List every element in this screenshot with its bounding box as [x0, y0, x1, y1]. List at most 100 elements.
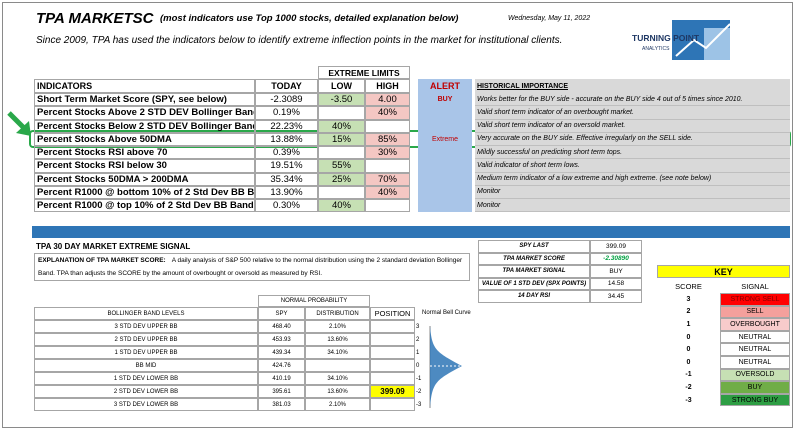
- column-header: SPY: [258, 307, 305, 320]
- key-signal: NEUTRAL: [720, 330, 790, 344]
- indicator-today: 13.90%: [255, 185, 318, 199]
- indicator-name: Percent Stocks Below 2 STD DEV Bollinger…: [34, 119, 255, 133]
- bell-label: -2: [416, 388, 422, 395]
- indicator-today: 13.88%: [255, 132, 318, 146]
- bb-level: 3 STD DEV LOWER BB: [34, 398, 258, 411]
- bb-position: [370, 372, 415, 385]
- bb-spy: 381.03: [258, 398, 305, 411]
- explanation: EXPLANATION OF TPA MARKET SCORE: A daily …: [34, 253, 470, 281]
- column-header: DISTRIBUTION: [305, 307, 370, 320]
- column-header: ALERT: [430, 81, 460, 91]
- indicator-history: Very accurate on the BUY side. Effective…: [475, 133, 790, 146]
- bb-position: 399.09: [370, 385, 415, 398]
- bb-distribution: 34.10%: [305, 372, 370, 385]
- bb-level: BB MID: [34, 359, 258, 372]
- bb-level: 3 STD DEV UPPER BB: [34, 320, 258, 333]
- bb-distribution: 13.60%: [305, 385, 370, 398]
- bb-position: [370, 359, 415, 372]
- key-score: 0: [686, 358, 691, 366]
- column-header: TODAY: [255, 79, 318, 93]
- group-header: EXTREME LIMITS: [318, 66, 410, 79]
- column-header: BOLLINGER BAND LEVELS: [34, 307, 258, 320]
- stat-label: 14 DAY RSI: [478, 290, 590, 303]
- indicator-name: Percent R1000 @ top 10% of 2 Std Dev BB …: [34, 199, 255, 213]
- indicator-low: 55%: [318, 159, 365, 173]
- indicator-low: 15%: [318, 132, 365, 146]
- key-signal: BUY: [720, 381, 790, 394]
- key-score: 2: [686, 308, 691, 316]
- separator-bar: [32, 226, 790, 238]
- indicator-low: -3.50: [318, 93, 365, 107]
- column-header: HIGH: [365, 79, 410, 93]
- indicator-history: Valid short term indicator of an overbou…: [475, 106, 790, 120]
- indicator-low: [318, 106, 365, 120]
- indicator-history: Works better for the BUY side - accurate…: [475, 93, 790, 107]
- stat-label: VALUE OF 1 STD DEV (SPX POINTS): [478, 277, 590, 290]
- indicator-history: Mildly successful on predicting short te…: [475, 146, 790, 160]
- indicator-high: [365, 119, 410, 133]
- bell-title: Normal Bell Curve: [422, 310, 471, 316]
- bell-curve: [430, 326, 462, 408]
- indicator-history: Monitor: [475, 186, 790, 199]
- stat-value: -2.30890: [590, 252, 642, 265]
- bell-label: -1: [416, 375, 422, 382]
- indicator-low: 25%: [318, 172, 365, 186]
- column-header: POSITION: [370, 307, 415, 320]
- key-signal: OVERBOUGHT: [720, 318, 790, 331]
- indicator-today: 35.34%: [255, 172, 318, 186]
- stat-value: BUY: [590, 265, 642, 278]
- indicator-high: 4.00: [365, 93, 410, 107]
- signal-title: TPA 30 DAY MARKET EXTREME SIGNAL: [36, 241, 191, 251]
- key-score: 3: [686, 295, 691, 303]
- arrow-head: [16, 121, 31, 136]
- bb-spy: 439.34: [258, 346, 305, 359]
- stat-value: 399.09: [590, 240, 642, 253]
- indicator-today: 0.30%: [255, 199, 318, 213]
- indicator-name: Percent R1000 @ bottom 10% of 2 Std Dev …: [34, 185, 255, 199]
- indicator-today: 19.51%: [255, 159, 318, 173]
- group-header: NORMAL PROBABILITY: [258, 295, 370, 307]
- indicator-name: Percent Stocks RSI below 30: [34, 159, 255, 173]
- indicator-alert: [418, 186, 472, 199]
- indicator-high: [365, 199, 410, 213]
- bb-level: 1 STD DEV LOWER BB: [34, 372, 258, 385]
- indicator-high: 40%: [365, 185, 410, 199]
- bb-spy: 410.19: [258, 372, 305, 385]
- bb-distribution: 34.10%: [305, 346, 370, 359]
- logo-line: [675, 23, 731, 57]
- indicator-name: Percent Stocks Above 50DMA: [34, 132, 255, 146]
- column-header: HISTORICAL IMPORTANCE: [477, 82, 569, 90]
- logo-text: TURNING POINT: [632, 33, 700, 43]
- explanation-label: EXPLANATION OF TPA MARKET SCORE:: [38, 257, 166, 264]
- explanation-text: A daily analysis of S&P 500 relative to …: [38, 257, 463, 277]
- indicator-high: 70%: [365, 172, 410, 186]
- indicator-history: Medium term indicator of a low extreme a…: [475, 173, 790, 186]
- indicator-alert: [418, 146, 472, 159]
- indicator-name: Percent Stocks 50DMA > 200DMA: [34, 172, 255, 186]
- bb-spy: 395.61: [258, 385, 305, 398]
- indicator-low: [318, 146, 365, 160]
- bb-distribution: 2.10%: [305, 398, 370, 411]
- bb-distribution: [305, 359, 370, 372]
- key-signal: STRONG SELL: [720, 293, 790, 306]
- bb-spy: 453.93: [258, 333, 305, 346]
- indicator-today: 0.19%: [255, 106, 318, 120]
- alert-column: [418, 79, 472, 213]
- key-signal: NEUTRAL: [720, 343, 790, 356]
- bb-distribution: 2.10%: [305, 320, 370, 333]
- column-header: LOW: [318, 79, 365, 93]
- indicator-name: Short Term Market Score (SPY, see below): [34, 93, 255, 107]
- indicator-high: [365, 159, 410, 173]
- logo-mark: [704, 28, 730, 60]
- key-score: 1: [686, 320, 691, 328]
- highlight-box: [29, 130, 791, 148]
- key-signal: SELL: [720, 305, 790, 319]
- indicator-today: -2.3089: [255, 93, 318, 107]
- indicator-history: Valid short term indicator of an oversol…: [475, 120, 790, 133]
- indicator-history: Valid indicator of short term lows.: [475, 159, 790, 173]
- indicator-alert: Extreme: [431, 135, 459, 143]
- column-header: INDICATORS: [34, 79, 255, 93]
- title-note: (most indicators use Top 1000 stocks, de…: [160, 12, 459, 24]
